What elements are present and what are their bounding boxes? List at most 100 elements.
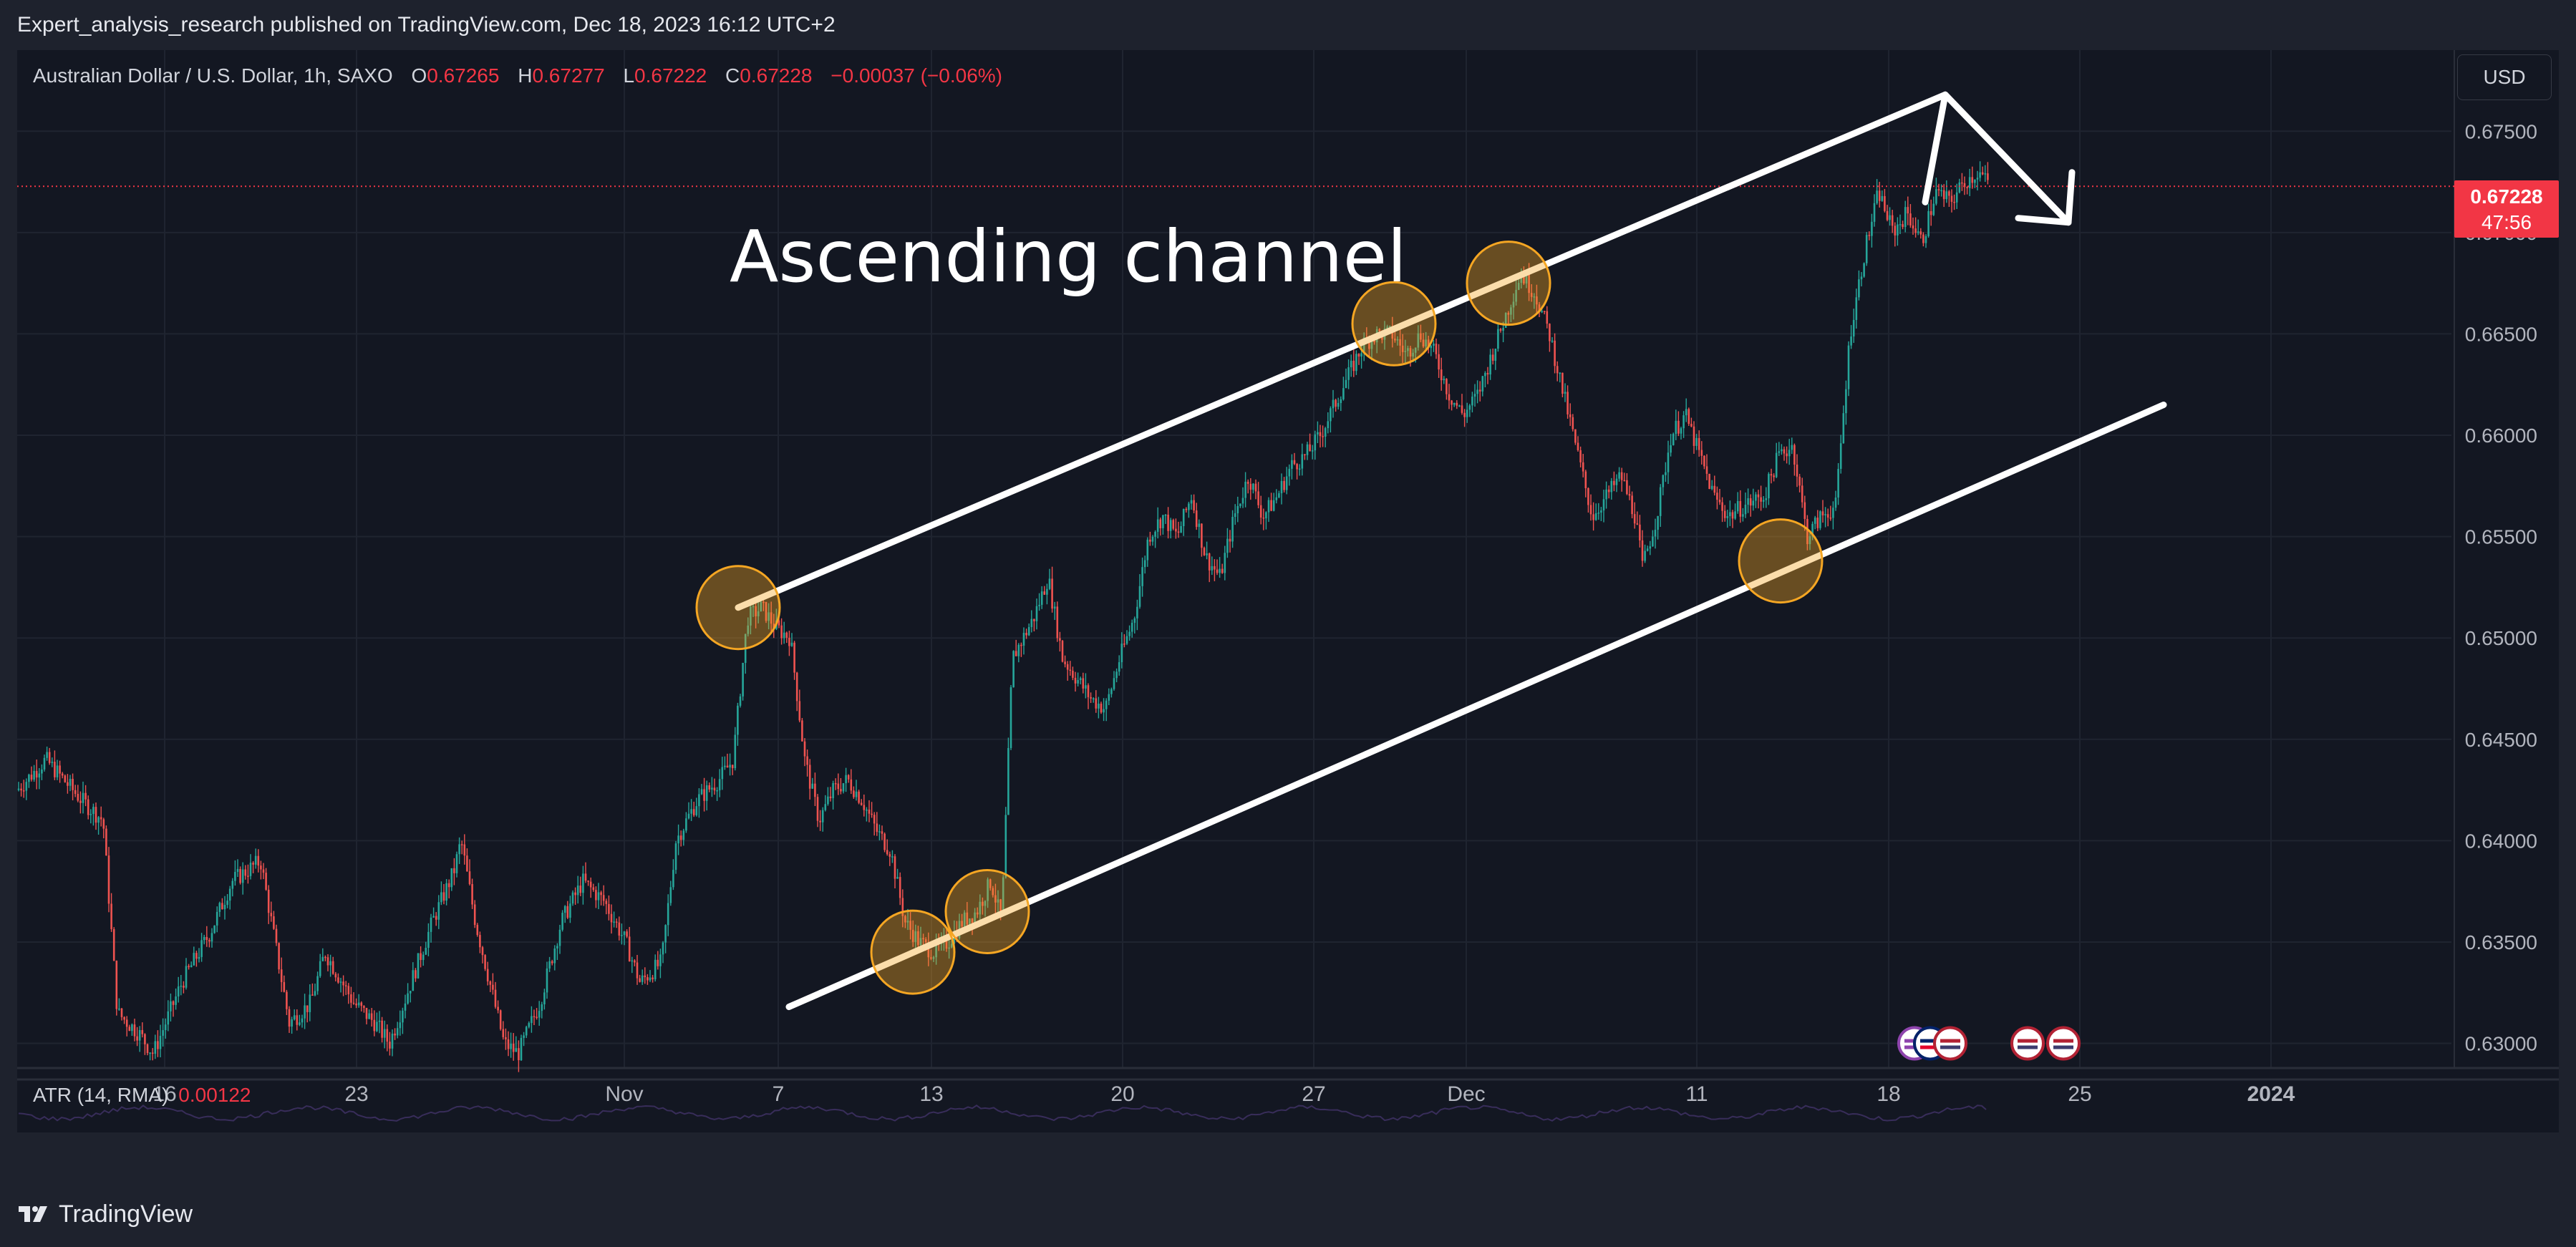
candle-body: [1736, 500, 1739, 512]
tradingview-logo-icon: [19, 1206, 47, 1222]
candle-body: [541, 1004, 543, 1011]
candle-body: [1592, 514, 1594, 520]
candle-body: [355, 1003, 357, 1006]
candle-body: [1301, 454, 1304, 469]
candle-body: [1577, 442, 1579, 450]
candle-body: [309, 994, 311, 1012]
candle-body: [1229, 538, 1231, 542]
touch-highlight-circle: [870, 909, 956, 995]
candle-body: [1858, 279, 1860, 298]
candle-body: [1252, 483, 1254, 490]
candle-body: [252, 863, 254, 865]
candle-body: [241, 869, 244, 883]
chart-panel[interactable]: 0.675000.670000.665000.660000.655000.650…: [17, 50, 2559, 1132]
candle-body: [1873, 203, 1876, 222]
candle-body: [1685, 409, 1688, 416]
candle-body: [1337, 403, 1340, 407]
candle-body: [25, 782, 28, 791]
candle-body: [1937, 189, 1940, 190]
candle-body: [1066, 664, 1069, 670]
event-flag-stripe: [2053, 1045, 2073, 1049]
candle-body: [525, 1027, 528, 1036]
candle-body: [608, 903, 610, 914]
candle-body: [602, 895, 605, 901]
annotation-text[interactable]: Ascending channel: [730, 215, 1407, 299]
candle-body: [458, 844, 460, 855]
candle-body: [770, 612, 773, 624]
candle-body: [589, 881, 592, 888]
price-axis-label: 0.63500: [2465, 931, 2537, 954]
candle-body: [783, 632, 785, 639]
atr-indicator-legend[interactable]: ATR (14, RMA) 0.00122: [33, 1084, 251, 1107]
candle-body: [231, 880, 234, 889]
candle-body: [38, 773, 41, 778]
candle-body: [350, 994, 352, 1003]
candle-body: [170, 1001, 172, 1011]
candle-body: [1739, 500, 1742, 517]
price-chart[interactable]: 0.675000.670000.665000.660000.655000.650…: [17, 50, 2559, 1132]
candle-body: [404, 1003, 407, 1011]
candle-body: [1412, 352, 1414, 357]
candle-body: [914, 931, 917, 942]
price-axis-label: 0.66500: [2465, 323, 2537, 345]
candle-body: [768, 612, 770, 621]
open-label: O: [411, 64, 427, 87]
candle-body: [1443, 379, 1446, 381]
candle-body: [1602, 499, 1605, 511]
candle-body: [659, 954, 662, 966]
candle-body: [1015, 651, 1017, 656]
candle-body: [1115, 671, 1118, 679]
candle-body: [450, 868, 453, 888]
candle-body: [1633, 514, 1636, 524]
candle-body: [605, 901, 608, 904]
candle-body: [1092, 698, 1095, 699]
candle-body: [1662, 475, 1665, 487]
candle-body: [531, 1016, 533, 1024]
candle-body: [484, 955, 486, 969]
candle-body: [1919, 231, 1922, 235]
candle-body: [1950, 195, 1953, 202]
candle-body: [1373, 340, 1375, 343]
candle-body: [1417, 333, 1420, 348]
candle-body: [803, 741, 806, 757]
candle-body: [1572, 417, 1574, 430]
candle-body: [1742, 514, 1744, 517]
candle-body: [674, 843, 677, 870]
candle-body: [672, 870, 674, 888]
candle-body: [999, 899, 1002, 915]
candle-body: [1345, 379, 1347, 389]
candle-body: [28, 775, 30, 782]
candle-body: [778, 620, 780, 626]
candle-body: [210, 933, 213, 942]
candle-body: [172, 1001, 175, 1005]
symbol-title[interactable]: Australian Dollar / U.S. Dollar, 1h, SAX…: [33, 64, 393, 87]
candle-body: [829, 796, 832, 799]
candle-body: [216, 911, 218, 926]
candle-body: [502, 1029, 505, 1037]
candle-body: [1567, 392, 1569, 414]
candle-body: [610, 913, 613, 923]
candle-body: [533, 1016, 536, 1017]
candle-body: [909, 921, 911, 930]
candle-body: [1626, 480, 1628, 495]
candle-body: [425, 948, 427, 955]
candle-body: [1433, 344, 1435, 346]
candle-body: [1136, 606, 1138, 618]
candle-body: [373, 1019, 376, 1032]
candle-body: [762, 601, 765, 603]
candle-body: [1721, 502, 1723, 511]
candle-body: [1528, 273, 1530, 293]
candle-body: [188, 966, 190, 968]
candle-body: [1278, 493, 1280, 498]
currency-button[interactable]: USD: [2457, 54, 2552, 100]
candle-body: [342, 981, 344, 986]
candle-body: [1765, 498, 1768, 500]
candle-body: [1141, 567, 1143, 586]
candle-body: [1425, 339, 1427, 346]
candle-body: [896, 877, 899, 879]
candle-body: [556, 946, 558, 948]
candle-body: [357, 1002, 360, 1006]
tradingview-logo[interactable]: TradingView: [17, 1197, 193, 1231]
candle-body: [1778, 451, 1781, 453]
candle-body: [891, 856, 894, 858]
